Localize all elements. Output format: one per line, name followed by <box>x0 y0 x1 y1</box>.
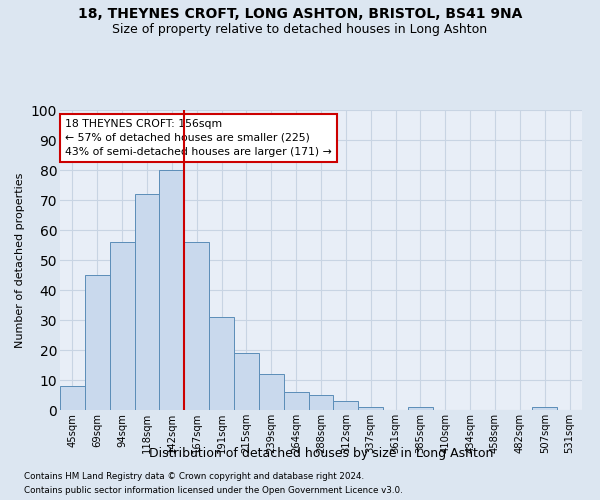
Bar <box>184 242 209 410</box>
Text: Size of property relative to detached houses in Long Ashton: Size of property relative to detached ho… <box>112 22 488 36</box>
Bar <box>308 395 334 410</box>
Text: Contains HM Land Registry data © Crown copyright and database right 2024.: Contains HM Land Registry data © Crown c… <box>24 472 364 481</box>
Bar <box>408 407 433 410</box>
Bar <box>60 386 85 410</box>
Bar <box>209 317 234 410</box>
Bar <box>110 242 134 410</box>
Bar <box>259 374 284 410</box>
Text: 18 THEYNES CROFT: 156sqm
← 57% of detached houses are smaller (225)
43% of semi-: 18 THEYNES CROFT: 156sqm ← 57% of detach… <box>65 119 332 157</box>
Bar <box>234 353 259 410</box>
Text: 18, THEYNES CROFT, LONG ASHTON, BRISTOL, BS41 9NA: 18, THEYNES CROFT, LONG ASHTON, BRISTOL,… <box>78 8 522 22</box>
Bar <box>160 170 184 410</box>
Bar <box>334 401 358 410</box>
Bar <box>85 275 110 410</box>
Bar <box>532 407 557 410</box>
Text: Distribution of detached houses by size in Long Ashton: Distribution of detached houses by size … <box>149 448 493 460</box>
Bar <box>284 392 308 410</box>
Text: Contains public sector information licensed under the Open Government Licence v3: Contains public sector information licen… <box>24 486 403 495</box>
Bar <box>134 194 160 410</box>
Bar <box>358 407 383 410</box>
Y-axis label: Number of detached properties: Number of detached properties <box>15 172 25 348</box>
